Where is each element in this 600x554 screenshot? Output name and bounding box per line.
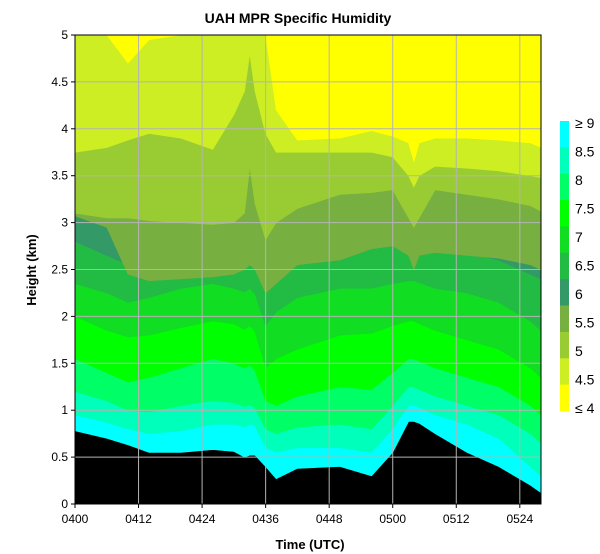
legend-swatch — [560, 200, 569, 228]
y-tick-label: 4 — [61, 122, 68, 136]
legend-label: 5 — [575, 343, 583, 359]
legend-label: 8 — [575, 172, 583, 188]
y-tick-label: 2.5 — [51, 263, 68, 277]
legend-label: 5.5 — [575, 315, 595, 331]
legend-swatch — [560, 121, 569, 148]
legend-swatch — [560, 331, 569, 359]
y-tick-label: 3.5 — [51, 169, 68, 183]
x-tick-label: 0412 — [125, 512, 152, 526]
x-tick-label: 0448 — [316, 512, 343, 526]
chart-title: UAH MPR Specific Humidity — [205, 10, 392, 26]
legend-swatch — [560, 305, 569, 333]
x-tick-label: 0524 — [506, 512, 533, 526]
color-legend: ≥ 9 8.5 8 7.5 7 6.5 6 5.5 5 4.5 ≤ 4 — [560, 115, 595, 416]
y-axis-ticks: 0 0.5 1 1.5 2 2.5 3 3.5 4 4.5 5 — [51, 28, 75, 511]
legend-label: ≤ 4 — [575, 400, 595, 416]
legend-swatch — [560, 358, 569, 386]
legend-label: 7 — [575, 229, 583, 245]
y-tick-label: 0.5 — [51, 450, 68, 464]
legend-swatch — [560, 147, 569, 175]
y-tick-label: 3 — [61, 216, 68, 230]
legend-swatch — [560, 279, 569, 307]
legend-label: 6 — [575, 286, 583, 302]
legend-swatch — [560, 384, 569, 412]
y-tick-label: 1.5 — [51, 356, 68, 370]
y-tick-label: 4.5 — [51, 75, 68, 89]
legend-label: ≥ 9 — [575, 115, 595, 131]
legend-swatch — [560, 173, 569, 201]
legend-label: 6.5 — [575, 258, 595, 274]
contour-bands — [74, 34, 542, 504]
legend-label: 4.5 — [575, 372, 595, 388]
legend-label: 7.5 — [575, 201, 595, 217]
x-tick-label: 0436 — [252, 512, 279, 526]
y-tick-label: 2 — [61, 309, 68, 323]
y-axis-title: Height (km) — [24, 234, 39, 306]
x-tick-label: 0424 — [189, 512, 216, 526]
y-tick-label: 1 — [61, 403, 68, 417]
legend-swatch — [560, 252, 569, 280]
x-axis-title: Time (UTC) — [275, 537, 344, 552]
legend-label: 8.5 — [575, 144, 595, 160]
y-tick-label: 5 — [61, 28, 68, 42]
x-axis-ticks: 0400 0412 0424 0436 0448 0500 0512 0524 — [62, 504, 533, 526]
contour-band — [75, 421, 541, 504]
x-tick-label: 0400 — [62, 512, 89, 526]
y-tick-label: 0 — [61, 497, 68, 511]
x-tick-label: 0500 — [379, 512, 406, 526]
x-tick-label: 0512 — [443, 512, 470, 526]
legend-swatch — [560, 226, 569, 254]
